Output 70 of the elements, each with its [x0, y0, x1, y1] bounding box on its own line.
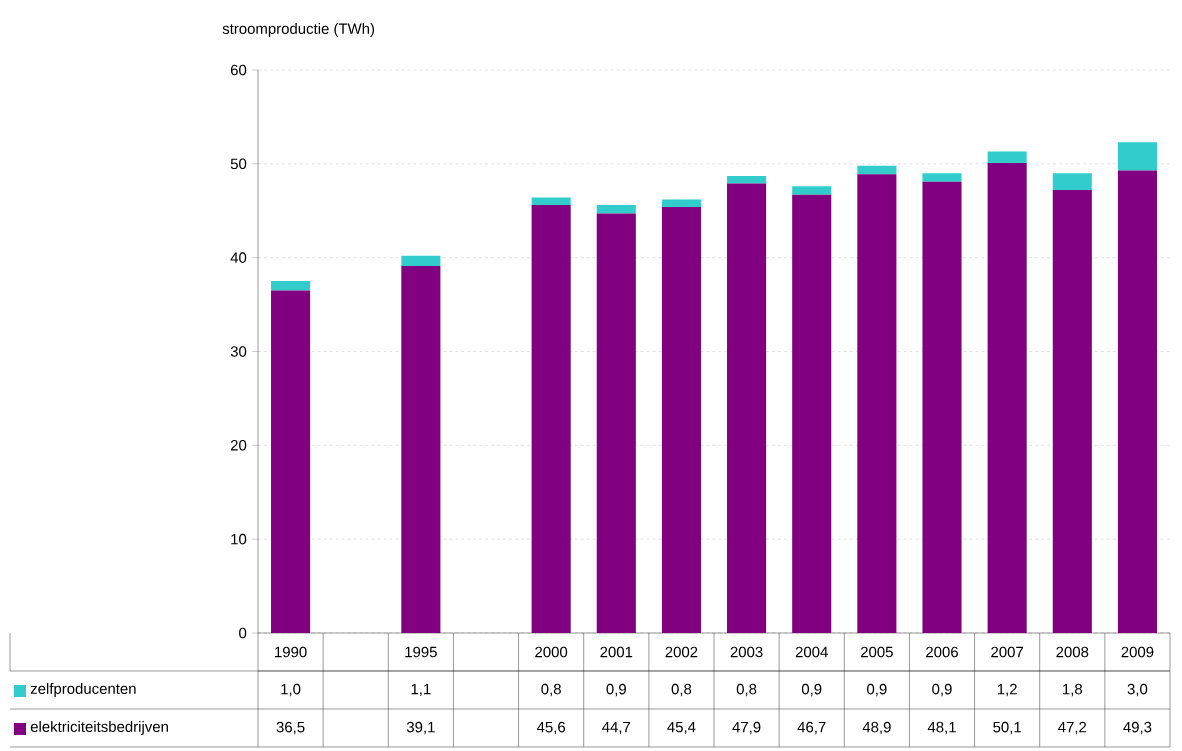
data-label: 39,1 [406, 721, 435, 735]
data-label: 0,9 [606, 683, 626, 697]
data-label: 45,4 [667, 721, 696, 735]
bar [1052, 173, 1092, 191]
data-label: 0,9 [867, 683, 887, 697]
bar [792, 186, 832, 195]
y-tick-label: 30 [230, 346, 247, 357]
bar [1117, 170, 1157, 633]
bar [531, 197, 571, 206]
data-label: 48,1 [927, 721, 956, 735]
x-tick-label: 2004 [795, 646, 828, 658]
bar [596, 205, 636, 214]
data-label: 0,8 [671, 683, 692, 697]
bar [922, 173, 962, 182]
x-tick-label: 2006 [926, 646, 958, 658]
bar [401, 255, 441, 267]
data-label: 36,5 [276, 721, 305, 735]
data-label: 1,0 [281, 683, 301, 697]
data-label: 1,8 [1063, 683, 1083, 697]
bar [792, 194, 832, 633]
bar [531, 205, 571, 633]
bar [1052, 190, 1092, 633]
bar [401, 266, 441, 633]
bar [596, 213, 636, 633]
data-label: 3,0 [1127, 683, 1148, 697]
y-tick-label: 20 [230, 440, 247, 451]
bar [987, 162, 1027, 633]
data-label: 47,9 [732, 721, 761, 735]
x-tick-label: 2007 [991, 646, 1024, 658]
data-label: 49,3 [1123, 721, 1152, 735]
y-tick-label: 60 [230, 64, 247, 76]
data-label: 0,9 [932, 683, 952, 697]
data-label: 50,1 [993, 721, 1021, 735]
x-tick-label: 1990 [275, 646, 307, 658]
x-tick-label: 2008 [1056, 646, 1089, 658]
x-tick-label: 2003 [730, 646, 763, 658]
data-label: 47,2 [1058, 721, 1087, 735]
data-label: 0,8 [541, 683, 561, 697]
x-tick-label: 1995 [405, 646, 437, 658]
legend-label: elektriciteitsbedrijven [30, 721, 168, 735]
data-label: 0,9 [801, 683, 822, 697]
x-tick-label: 2002 [665, 646, 698, 658]
y-tick-label: 50 [230, 158, 247, 170]
y-tick-label: 40 [230, 252, 247, 263]
y-axis-title: stroomproductie (TWh) [222, 23, 375, 37]
bar [727, 176, 767, 184]
legend-label: zelfproducenten [30, 683, 136, 697]
bar [661, 199, 701, 207]
bar [661, 206, 701, 633]
x-tick-label: 2001 [600, 646, 633, 658]
x-tick-label: 2005 [860, 646, 893, 658]
data-label: 1,1 [411, 683, 431, 697]
y-tick-label: 10 [231, 533, 247, 545]
bar [271, 281, 311, 291]
y-tick-label: 0 [239, 627, 247, 639]
bar [727, 183, 767, 633]
bar [857, 174, 897, 633]
bar [857, 165, 897, 175]
data-label: 0,8 [736, 683, 757, 697]
data-label: 48,9 [862, 721, 891, 735]
bar [1117, 142, 1157, 171]
data-label: 45,6 [536, 721, 566, 735]
bar [922, 181, 962, 633]
x-tick-label: 2009 [1121, 646, 1154, 658]
data-label: 1,2 [997, 683, 1017, 697]
data-label: 46,7 [797, 721, 826, 735]
x-tick-label: 2000 [535, 646, 568, 658]
bar [271, 290, 311, 633]
data-label: 44,7 [602, 721, 631, 735]
bar [987, 151, 1027, 163]
